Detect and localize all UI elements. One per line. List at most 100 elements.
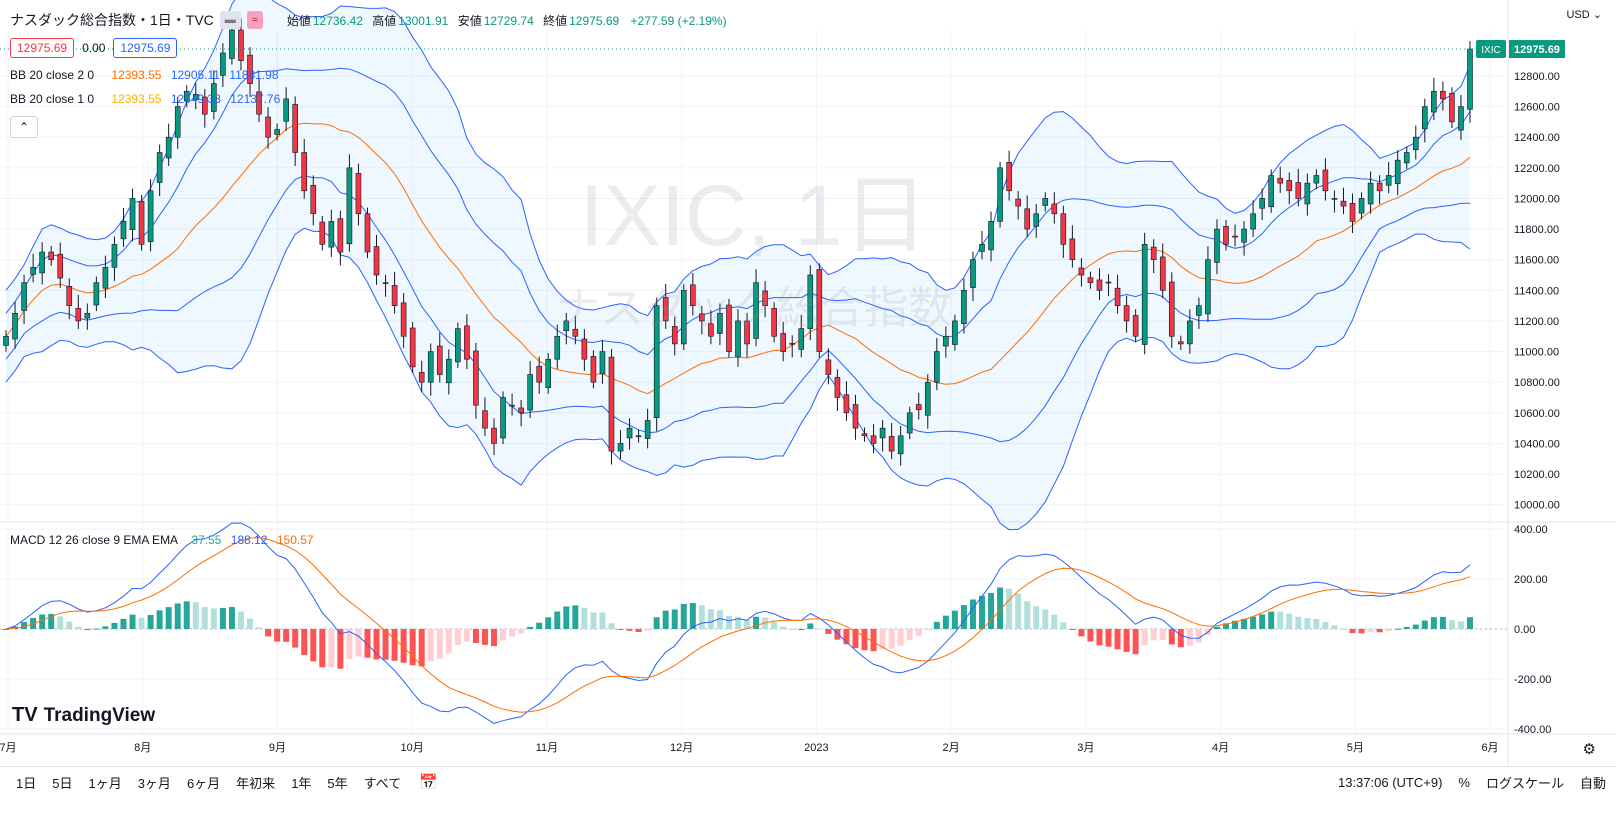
candle-body — [1006, 162, 1012, 192]
candle-body — [238, 29, 244, 61]
candle-body — [807, 274, 814, 329]
price-tick-label: 12800.00 — [1514, 71, 1560, 83]
candle-body — [1223, 226, 1229, 245]
collapse-legend-button[interactable]: ⌃ — [10, 116, 38, 138]
candle-body — [843, 394, 850, 414]
macd-histogram-bar — [599, 612, 606, 629]
goto-date-icon[interactable]: 📅 — [419, 774, 438, 791]
candle-body — [120, 221, 127, 240]
candle-body — [518, 407, 524, 414]
candle-body — [554, 335, 561, 360]
candle-body — [310, 184, 317, 215]
clock-timezone[interactable]: 13:37:06 (UTC+9) — [1337, 774, 1443, 790]
macd-histogram-bar — [183, 601, 190, 629]
macd-histogram-bar — [997, 587, 1004, 629]
settings-icon[interactable]: ⚙ — [1582, 741, 1596, 758]
candle-body — [563, 320, 570, 332]
candle-body — [852, 404, 859, 429]
range-1m-button[interactable]: 1ヶ月 — [88, 775, 122, 791]
high-value: 13001.91 — [398, 13, 449, 28]
macd-histogram-bar — [147, 615, 154, 629]
range-5d-button[interactable]: 5日 — [52, 775, 73, 791]
minimize-icon[interactable]: ▬ — [219, 11, 241, 29]
candle-body — [373, 246, 380, 276]
bb1-legend[interactable]: BB 20 close 1 0 12393.55 12649.33 12137.… — [10, 92, 286, 106]
bb2-legend[interactable]: BB 20 close 2 0 12393.55 12905.11 11881.… — [10, 68, 285, 82]
macd-histogram-bar — [1150, 629, 1157, 641]
candle-body — [247, 54, 253, 84]
candle-body — [30, 267, 36, 275]
time-tick-label: 6月 — [1481, 742, 1498, 754]
price-tick-label: 10600.00 — [1514, 408, 1560, 420]
buy-button[interactable]: 12975.69 — [113, 38, 178, 58]
macd-histogram-bar — [102, 626, 109, 629]
macd-histogram-bar — [816, 628, 823, 630]
candle-body — [1123, 305, 1130, 322]
candle-body — [111, 244, 118, 268]
macd-histogram-bar — [66, 621, 73, 629]
macd-histogram-bar — [825, 629, 832, 634]
macd-histogram-bar — [319, 629, 326, 668]
chart-canvas[interactable]: 10000.00 10200.00 10400.00 10600.00 10800.00… — [0, 0, 1616, 766]
macd-tick-label: -400.00 — [1514, 724, 1551, 736]
price-tick-label: 11800.00 — [1514, 224, 1559, 236]
candle-body — [1295, 182, 1302, 199]
sell-button[interactable]: 12975.69 — [10, 38, 75, 58]
macd-histogram-bar — [608, 623, 615, 629]
candle-body — [979, 244, 985, 252]
range-1d-button[interactable]: 1日 — [16, 775, 37, 791]
macd-histogram-bar — [671, 609, 678, 629]
bb1-upper: 12649.33 — [170, 92, 221, 106]
macd-line — [5, 522, 1471, 724]
candle-body — [1150, 246, 1157, 260]
percent-toggle[interactable]: % — [1458, 774, 1470, 790]
macd-histogram-bar — [1259, 614, 1266, 629]
candle-body — [1286, 180, 1293, 192]
candle-body — [906, 412, 913, 434]
macd-histogram-bar — [744, 620, 751, 629]
chevron-up-icon: ⌃ — [18, 120, 30, 134]
candle-body — [708, 323, 714, 337]
log-scale-toggle[interactable]: ログスケール — [1485, 775, 1564, 791]
macd-histogram-bar — [951, 610, 958, 629]
candle-body — [1349, 203, 1356, 222]
currency-select[interactable]: USD ⌄ — [1566, 9, 1602, 21]
macd-histogram-bar — [1241, 618, 1248, 629]
macd-histogram-bar — [1394, 628, 1401, 630]
bb1-label: BB 20 close 1 0 — [10, 92, 95, 106]
range-ytd-button[interactable]: 年初来 — [236, 775, 276, 791]
price-tick-label: 11400.00 — [1514, 285, 1559, 297]
macd-histogram-bar — [21, 622, 28, 629]
symbol-title[interactable]: ナスダック総合指数・1日・TVC — [10, 12, 214, 28]
candle-body — [653, 305, 660, 419]
macd-histogram-bar — [1322, 621, 1329, 629]
candle-body — [328, 221, 335, 248]
data-warning-icon[interactable]: ≈ — [246, 11, 263, 29]
macd-histogram-bar — [228, 607, 235, 629]
close-value: 12975.69 — [569, 13, 620, 28]
candle-body — [1015, 198, 1021, 207]
candle-body — [391, 285, 398, 306]
macd-histogram-bar — [1376, 629, 1383, 633]
candle-body — [861, 433, 868, 437]
macd-histogram-bar — [1078, 629, 1085, 637]
range-all-button[interactable]: すべて — [363, 775, 402, 791]
candle-body — [527, 374, 533, 411]
macd-histogram-bar — [753, 616, 760, 629]
candle-body — [436, 345, 443, 375]
macd-histogram-bar — [256, 627, 263, 629]
tradingview-logo[interactable]: TV TradingView — [12, 704, 155, 727]
macd-histogram-bar — [527, 626, 534, 629]
symbol-tag-bg — [1476, 40, 1506, 59]
range-6m-button[interactable]: 6ヶ月 — [186, 775, 221, 791]
macd-histogram-bar — [1015, 593, 1022, 629]
candle-body — [608, 356, 615, 452]
range-5y-button[interactable]: 5年 — [327, 775, 348, 791]
range-3m-button[interactable]: 3ヶ月 — [137, 775, 171, 791]
macd-legend[interactable]: MACD 12 26 close 9 EMA EMA 37.55 188.12 … — [10, 533, 320, 547]
candle-body — [1078, 267, 1085, 276]
candle-body — [12, 312, 18, 340]
range-1y-button[interactable]: 1年 — [291, 775, 312, 791]
macd-histogram-bar — [1430, 617, 1437, 629]
auto-scale-toggle[interactable]: 自動 — [1579, 775, 1606, 791]
